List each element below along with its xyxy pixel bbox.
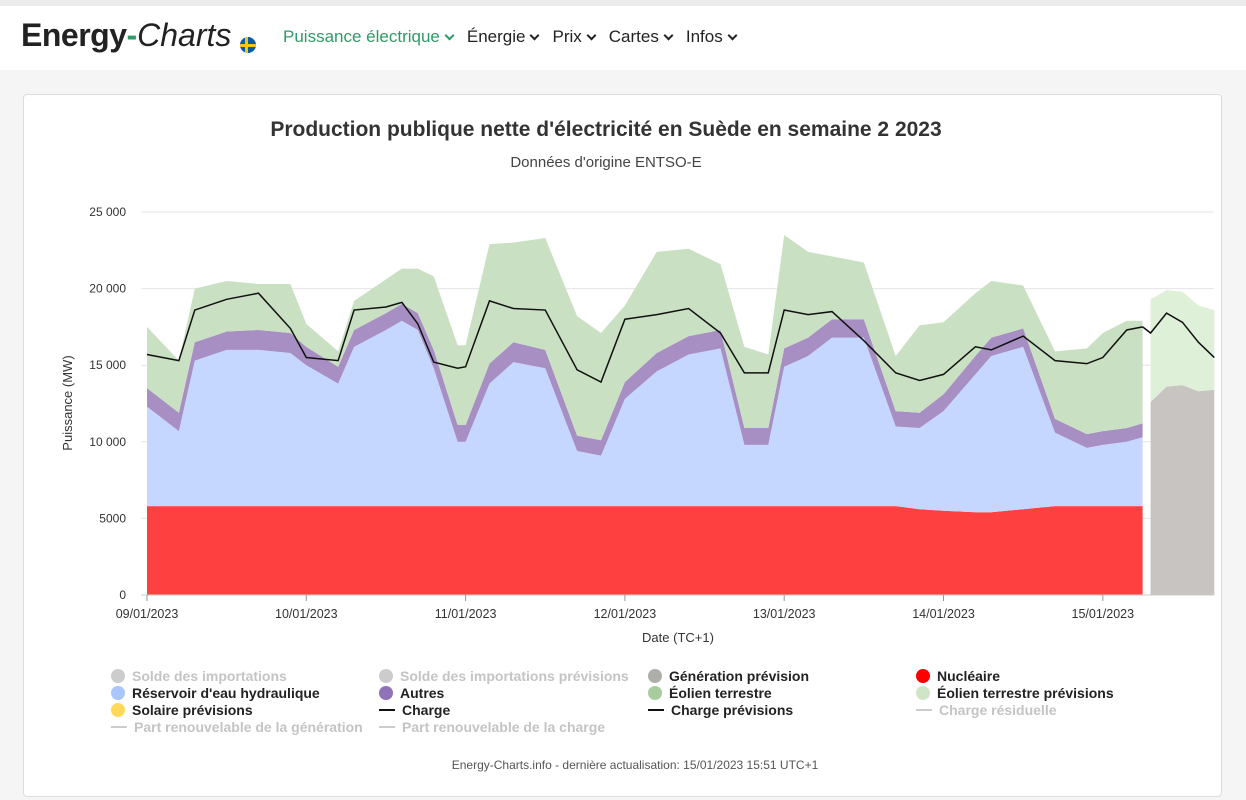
legend-label: Réservoir d'eau hydraulique bbox=[132, 685, 320, 701]
legend-dot-icon bbox=[111, 686, 125, 700]
legend-item[interactable]: Solde des importations prévisions bbox=[379, 668, 629, 684]
y-axis-title: Puissance (MW) bbox=[60, 355, 75, 450]
legend-label: Charge résiduelle bbox=[939, 702, 1057, 718]
legend-label: Charge bbox=[402, 702, 451, 718]
x-tick-label: 13/01/2023 bbox=[753, 607, 816, 621]
legend-label: Part renouvelable de la génération bbox=[134, 719, 363, 735]
nav-energie[interactable]: Énergie bbox=[466, 27, 540, 47]
legend-label: Éolien terrestre bbox=[669, 685, 772, 701]
x-tick-label: 15/01/2023 bbox=[1072, 607, 1135, 621]
nav-prix[interactable]: Prix bbox=[552, 27, 597, 47]
x-tick-label: 14/01/2023 bbox=[912, 607, 975, 621]
legend-item[interactable]: Éolien terrestre prévisions bbox=[916, 685, 1114, 701]
y-tick-label: 5000 bbox=[99, 511, 126, 525]
x-tick-label: 11/01/2023 bbox=[435, 607, 497, 621]
legend-dot-icon bbox=[111, 669, 125, 683]
legend-item[interactable]: Solaire prévisions bbox=[111, 702, 253, 718]
legend-line-icon bbox=[379, 709, 395, 711]
nav-label: Énergie bbox=[466, 27, 526, 46]
legend-dot-icon bbox=[916, 686, 930, 700]
legend-item[interactable]: Charge bbox=[379, 702, 450, 718]
legend-item[interactable]: Réservoir d'eau hydraulique bbox=[111, 685, 320, 701]
area-forecast-g-n-ration-pr-vision bbox=[1150, 385, 1215, 595]
legend-dot-icon bbox=[379, 686, 393, 700]
legend-label: Autres bbox=[400, 685, 445, 701]
legend-label: Nucléaire bbox=[937, 668, 1001, 684]
legend-line-icon bbox=[916, 709, 932, 711]
legend-line-icon bbox=[648, 709, 664, 711]
logo-energy: Energy bbox=[21, 17, 127, 53]
nav-cartes[interactable]: Cartes bbox=[608, 27, 674, 47]
logo-charts: Charts bbox=[137, 17, 232, 53]
legend-dot-icon bbox=[648, 686, 662, 700]
legend-label: Solde des importations bbox=[132, 668, 287, 684]
footer-update-text: Energy-Charts.info - dernière actualisat… bbox=[451, 758, 819, 772]
x-tick-label: 12/01/2023 bbox=[594, 607, 657, 621]
legend-item[interactable]: Génération prévision bbox=[648, 668, 809, 684]
y-tick-label: 25 000 bbox=[89, 205, 126, 219]
legend-item[interactable]: Charge résiduelle bbox=[916, 702, 1057, 718]
site-logo[interactable]: Energy - Charts bbox=[21, 17, 231, 57]
sweden-flag-icon bbox=[240, 37, 256, 53]
legend-label: Solde des importations prévisions bbox=[400, 668, 629, 684]
browser-edge bbox=[0, 0, 1246, 6]
area-forecast--olien-terrestre-pr-visions bbox=[1150, 290, 1215, 402]
area-autres bbox=[147, 303, 1143, 456]
nav-label: Infos bbox=[685, 27, 723, 46]
legend-label: Solaire prévisions bbox=[132, 702, 253, 718]
legend-dot-icon bbox=[379, 669, 393, 683]
nav-label: Prix bbox=[552, 27, 582, 46]
legend-item[interactable]: Nucléaire bbox=[916, 668, 1000, 684]
area-nucl-aire bbox=[147, 506, 1143, 595]
legend-label: Part renouvelable de la charge bbox=[402, 719, 606, 735]
area--olien-terrestre bbox=[147, 234, 1143, 441]
x-tick-label: 10/01/2023 bbox=[275, 607, 338, 621]
legend-item[interactable]: Autres bbox=[379, 685, 444, 701]
legend-line-icon bbox=[379, 726, 395, 728]
nav-label: Cartes bbox=[608, 27, 659, 46]
legend-label: Charge prévisions bbox=[671, 702, 794, 718]
legend-dot-icon bbox=[648, 669, 662, 683]
y-tick-label: 10 000 bbox=[89, 435, 126, 449]
chart-subtitle: Données d'origine ENTSO-E bbox=[510, 154, 702, 171]
legend-item[interactable]: Part renouvelable de la charge bbox=[379, 719, 605, 735]
legend-label: Éolien terrestre prévisions bbox=[937, 685, 1114, 701]
nav-puissance-electrique[interactable]: Puissance électrique bbox=[283, 27, 455, 47]
line-charge-previsions bbox=[1142, 312, 1215, 359]
y-tick-label: 20 000 bbox=[89, 282, 126, 296]
x-axis-title: Date (TC+1) bbox=[642, 630, 714, 645]
top-navbar: Energy - Charts Puissance électrique Éne… bbox=[0, 0, 1246, 70]
x-tick-label: 09/01/2023 bbox=[116, 607, 179, 621]
y-tick-label: 15 000 bbox=[89, 358, 126, 372]
nav-label: Puissance électrique bbox=[283, 27, 440, 46]
legend-item[interactable]: Éolien terrestre bbox=[648, 685, 772, 701]
area-r-servoir-d-eau-hydraulique bbox=[147, 320, 1143, 513]
logo-dash: - bbox=[126, 17, 138, 53]
nav-infos[interactable]: Infos bbox=[685, 27, 738, 47]
legend-item[interactable]: Charge prévisions bbox=[648, 702, 793, 718]
legend-label: Génération prévision bbox=[669, 668, 810, 684]
legend-dot-icon bbox=[111, 703, 125, 717]
chart-title: Production publique nette d'électricité … bbox=[270, 118, 942, 141]
y-tick-label: 0 bbox=[119, 588, 126, 602]
legend-line-icon bbox=[111, 726, 127, 728]
line-charge bbox=[146, 292, 1143, 384]
legend-item[interactable]: Part renouvelable de la génération bbox=[111, 719, 363, 735]
legend-dot-icon bbox=[916, 669, 930, 683]
main-nav: Puissance électrique Énergie Prix Cartes… bbox=[283, 27, 738, 47]
legend-item[interactable]: Solde des importations bbox=[111, 668, 287, 684]
